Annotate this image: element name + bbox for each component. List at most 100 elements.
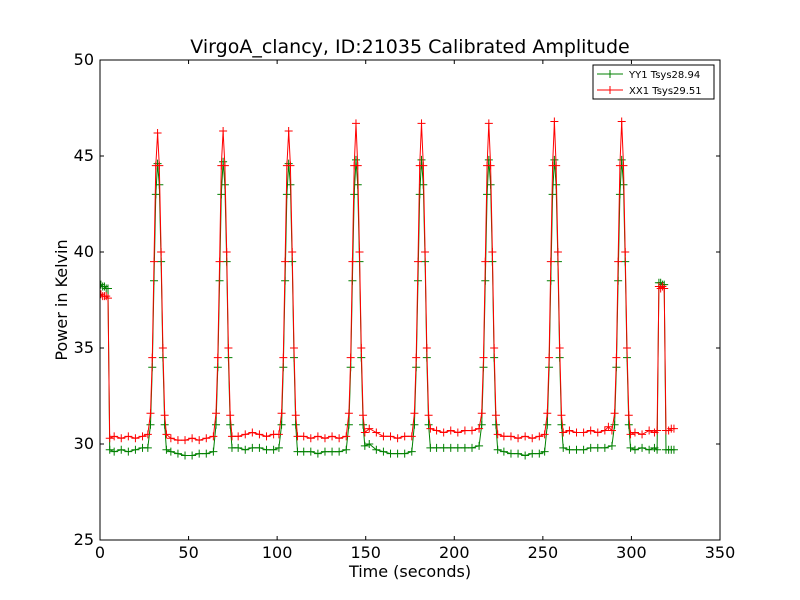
data-point-marker: [499, 432, 508, 441]
data-point-marker: [579, 445, 588, 454]
y-tick-label: 45: [74, 146, 94, 165]
data-point-marker: [342, 445, 351, 454]
data-point-marker: [593, 443, 602, 452]
data-point-marker: [359, 420, 368, 429]
data-point-marker: [344, 420, 353, 429]
data-point-marker: [160, 411, 169, 420]
data-point-marker: [100, 280, 105, 289]
data-point-marker: [417, 155, 426, 164]
data-point-marker: [545, 353, 554, 362]
data-point-marker: [426, 424, 435, 433]
data-point-marker: [226, 420, 235, 429]
data-point-marker: [357, 344, 366, 352]
data-point-marker: [181, 436, 190, 445]
data-point-marker: [202, 434, 211, 443]
data-point-marker: [146, 420, 155, 429]
data-point-marker: [410, 420, 419, 429]
data-point-marker: [195, 436, 204, 445]
data-point-marker: [638, 430, 647, 439]
data-point-marker: [351, 155, 360, 164]
data-point-marker: [407, 432, 416, 441]
data-point-marker: [284, 127, 293, 136]
data-point-marker: [277, 420, 286, 429]
data-point-marker: [202, 449, 211, 458]
data-point-marker: [353, 161, 362, 170]
data-point-marker: [586, 443, 595, 452]
x-tick-label: 0: [95, 543, 105, 562]
x-tick-label: 250: [528, 543, 559, 562]
data-point-marker: [289, 344, 298, 352]
data-point-marker: [162, 430, 171, 439]
legend-box: [592, 64, 715, 100]
data-point-marker: [460, 443, 469, 452]
data-point-marker: [460, 426, 469, 435]
data-point-marker: [479, 353, 488, 362]
ticks-layer: 0 50 100 150 200 250 300 350 25 30 35 40 45 50: [74, 50, 736, 562]
data-point-marker: [484, 119, 493, 128]
data-point-marker: [617, 155, 626, 164]
data-point-marker: [521, 432, 530, 441]
data-point-marker: [102, 292, 111, 301]
data-point-marker: [288, 248, 297, 256]
data-point-marker: [248, 428, 257, 437]
data-point-marker: [393, 449, 402, 458]
data-point-marker: [559, 443, 568, 452]
data-point-marker: [212, 409, 221, 418]
data-point-marker: [630, 428, 639, 437]
data-point-marker: [535, 449, 544, 458]
data-point-marker: [320, 434, 329, 443]
data-point-marker: [222, 248, 231, 256]
legend-label: YY1 Tsys28.94: [628, 70, 700, 81]
data-point-marker: [215, 257, 224, 266]
data-point-marker: [439, 443, 448, 452]
data-point-marker: [453, 428, 462, 437]
data-point-marker: [439, 428, 448, 437]
series-xx1: [100, 117, 678, 445]
data-point-marker: [110, 447, 119, 456]
legend: YY1 Tsys28.94 XX1 Tsys29.51: [592, 64, 715, 100]
data-point-marker: [446, 443, 455, 452]
data-point-marker: [306, 447, 315, 456]
data-point-marker: [626, 443, 635, 452]
data-point-marker: [419, 161, 428, 170]
data-point-marker: [506, 432, 515, 441]
data-point-marker: [269, 445, 278, 454]
data-point-marker: [410, 409, 419, 418]
plot-frame: [99, 59, 721, 541]
data-point-marker: [669, 445, 678, 454]
data-point-marker: [158, 344, 167, 352]
data-point-marker: [241, 430, 250, 439]
data-point-marker: [579, 428, 588, 437]
y-axis-label: Power in Kelvin: [52, 239, 71, 360]
data-point-marker: [660, 284, 669, 293]
data-point-marker: [100, 282, 109, 291]
data-point-marker: [131, 434, 140, 443]
data-point-marker: [658, 282, 667, 291]
data-point-marker: [328, 447, 337, 456]
x-tick-label: 350: [705, 543, 736, 562]
data-point-marker: [612, 353, 621, 362]
data-point-marker: [521, 451, 530, 460]
data-point-marker: [355, 248, 364, 256]
data-point-marker: [348, 257, 357, 266]
y-tick-label: 30: [74, 434, 94, 453]
data-point-marker: [645, 445, 654, 454]
data-point-marker: [572, 428, 581, 437]
data-point-marker: [379, 432, 388, 441]
data-point-marker: [424, 411, 433, 420]
data-point-marker: [226, 411, 235, 420]
data-point-marker: [475, 424, 484, 433]
data-point-marker: [173, 436, 182, 445]
data-point-marker: [103, 284, 112, 293]
data-point-marker: [117, 434, 126, 443]
data-point-marker: [105, 445, 114, 454]
x-tick-label: 200: [439, 543, 470, 562]
series-layer: [100, 117, 678, 460]
data-point-marker: [491, 420, 500, 429]
data-point-marker: [146, 409, 155, 418]
data-point-marker: [528, 449, 537, 458]
data-point-marker: [313, 449, 322, 458]
data-point-marker: [400, 449, 409, 458]
data-point-marker: [212, 420, 221, 429]
